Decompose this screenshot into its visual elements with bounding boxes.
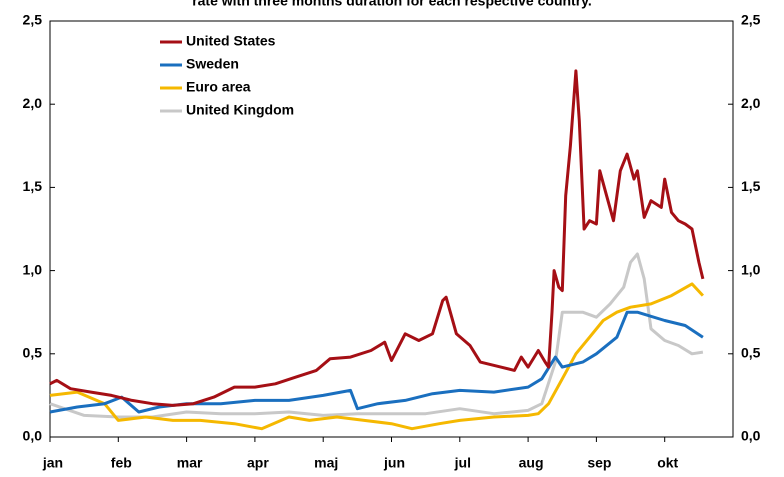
x-tick-label: jan <box>42 455 63 471</box>
y2-tick-label: 1,0 <box>741 261 761 277</box>
x-tick-label: feb <box>111 455 132 471</box>
x-tick-label: sep <box>587 455 611 471</box>
y2-tick-label: 1,5 <box>741 178 761 194</box>
x-tick-label: aug <box>519 455 544 471</box>
chart-title: rate with three months duration for each… <box>192 0 592 9</box>
legend-label: Euro area <box>186 79 251 95</box>
y-tick-label: 1,5 <box>23 178 43 194</box>
y-tick-label: 1,0 <box>23 261 43 277</box>
series-line <box>49 69 705 407</box>
series-line <box>49 252 704 419</box>
plot-frame <box>49 20 734 438</box>
y-tick-label: 2,0 <box>23 95 43 111</box>
legend-label: United Kingdom <box>186 102 294 118</box>
x-tick-label: maj <box>314 455 338 471</box>
y-tick-label: 2,5 <box>23 12 43 28</box>
y2-tick-label: 0,5 <box>741 345 761 361</box>
x-tick-label: mar <box>177 455 203 471</box>
y2-tick-label: 0,0 <box>741 428 761 444</box>
series-line <box>49 310 704 414</box>
y2-tick-label: 2,0 <box>741 95 761 111</box>
x-tick-label: apr <box>247 455 269 471</box>
y-tick-label: 0,0 <box>23 428 43 444</box>
x-tick-label: jun <box>383 455 405 471</box>
legend-label: United States <box>186 33 276 49</box>
legend-label: Sweden <box>186 56 239 72</box>
y-tick-label: 0,5 <box>23 345 43 361</box>
x-tick-label: okt <box>657 455 678 471</box>
y2-tick-label: 2,5 <box>741 12 761 28</box>
series-line <box>49 282 704 431</box>
x-tick-label: jul <box>454 455 471 471</box>
